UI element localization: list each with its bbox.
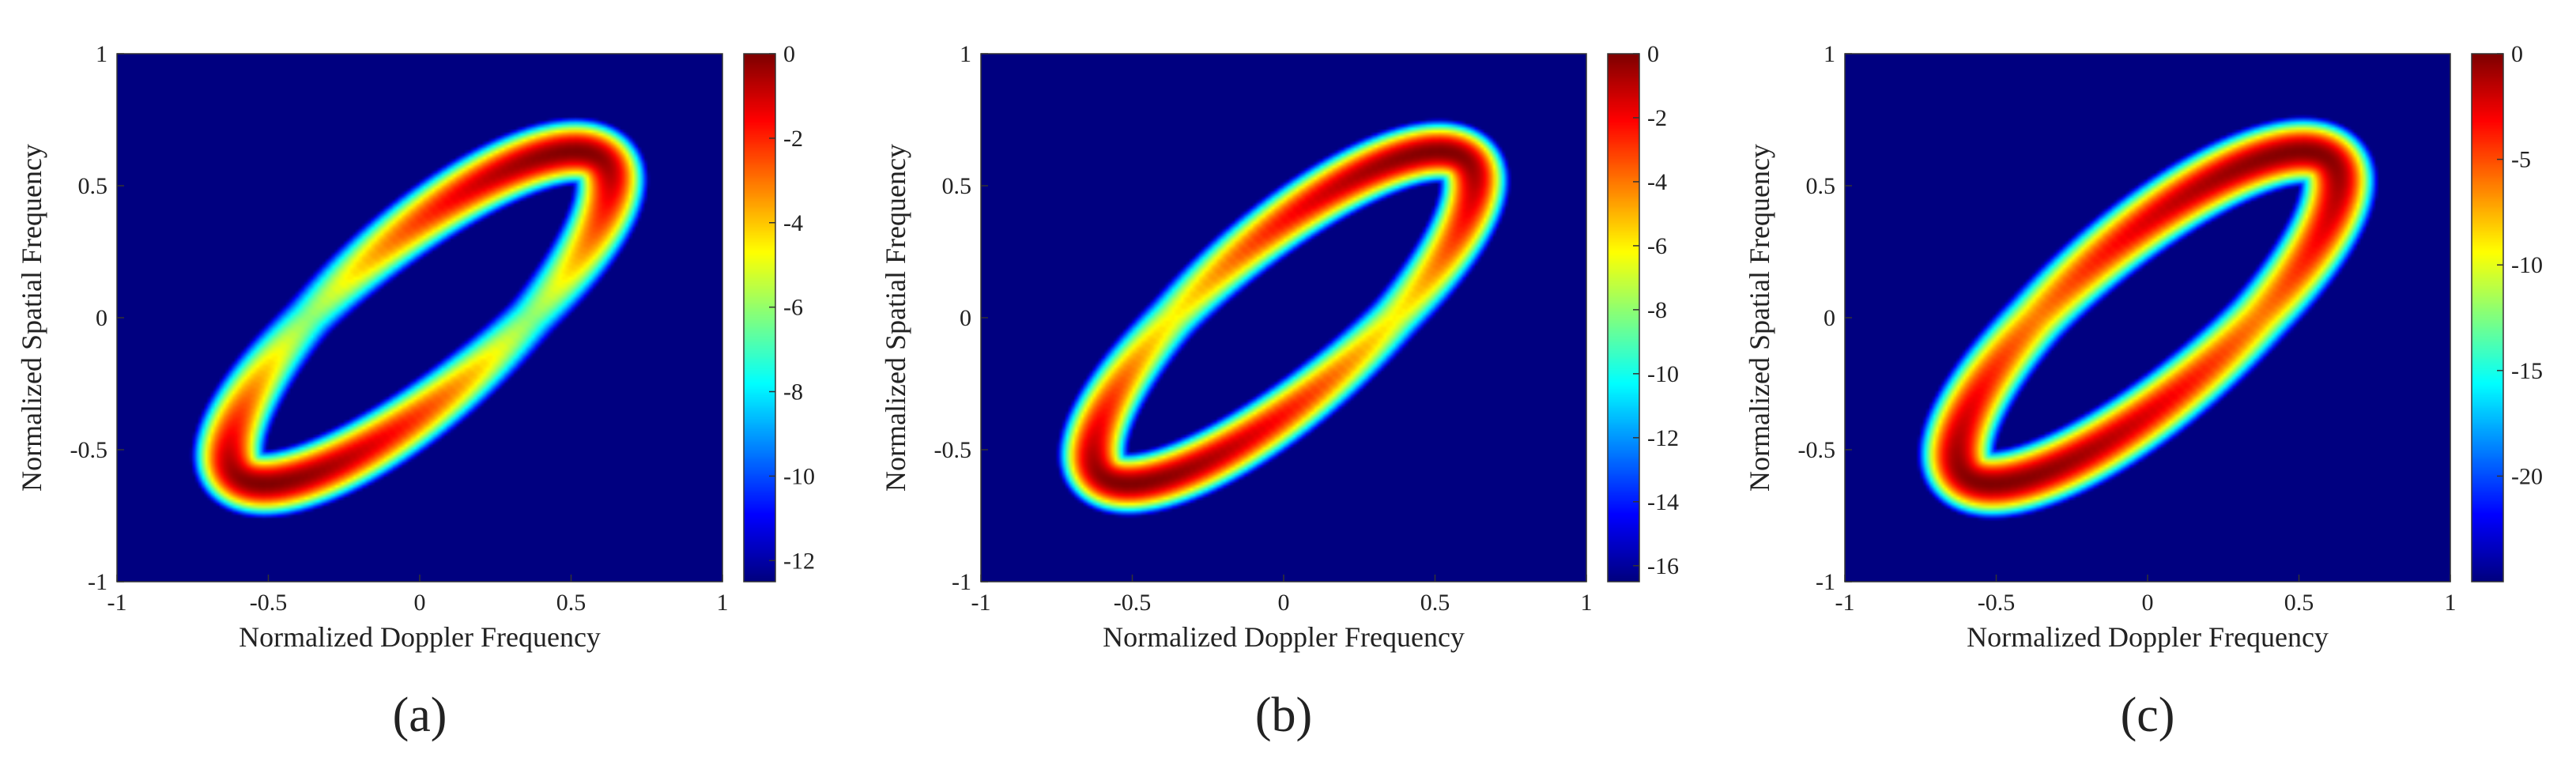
x-tick-label: 0 (414, 590, 426, 616)
chart-panel-1: -1 -0.5 0 0.5 1 -1 -0.5 0 0.5 1 Normalized Doppler… (16, 41, 815, 742)
colorbar-tick-label: -10 (783, 463, 815, 489)
colorbar-frame (1607, 53, 1640, 582)
x-tick-label: 0 (1278, 590, 1290, 616)
colorbar-tick-label: -8 (783, 379, 803, 405)
heatmap-image (117, 54, 722, 582)
x-axis-label: Normalized Doppler Frequency (1103, 621, 1465, 653)
colorbar-frame (743, 53, 776, 582)
y-axis-label: Normalized Spatial Frequency (1744, 144, 1775, 492)
colorbar-tick-label: -2 (1647, 105, 1667, 131)
x-tick-label: 1 (1581, 590, 1593, 616)
colorbar-tick-label: -4 (783, 210, 803, 236)
colorbar-tick-label: 0 (783, 41, 795, 67)
x-tick-label: -1 (971, 590, 991, 616)
y-tick-label: 0 (1824, 305, 1835, 331)
y-tick-label: 0 (960, 305, 971, 331)
colorbar-tick-label: -10 (1647, 361, 1679, 387)
y-tick-label: -0.5 (934, 437, 972, 463)
colorbar-tick-label: -14 (1647, 489, 1679, 515)
y-tick-label: -0.5 (70, 437, 108, 463)
colorbar-tick-label: -12 (1647, 425, 1679, 451)
x-tick-label: -0.5 (1978, 590, 2016, 616)
x-axis-label: Normalized Doppler Frequency (1967, 621, 2329, 653)
x-tick-label: -1 (107, 590, 127, 616)
x-tick-label: 0 (2142, 590, 2154, 616)
colorbar-tick-label: -20 (2511, 463, 2543, 489)
y-tick-label: -1 (1816, 569, 1835, 595)
colorbar-frame (2471, 53, 2504, 582)
colorbar-tick-label: -10 (2511, 252, 2543, 278)
y-axis-label: Normalized Spatial Frequency (16, 144, 47, 492)
x-axis-label: Normalized Doppler Frequency (239, 621, 601, 653)
heatmap-image (1845, 54, 2450, 582)
colorbar-tick-label: -12 (783, 548, 815, 574)
x-tick-label: 0.5 (556, 590, 586, 616)
colorbar-tick-label: -8 (1647, 297, 1667, 323)
y-tick-label: 0 (96, 305, 107, 331)
x-tick-label: 1 (2445, 590, 2457, 616)
colorbar (744, 54, 775, 582)
colorbar-tick-label: -2 (783, 126, 803, 152)
panel-label: (a) (393, 688, 447, 742)
colorbar-tick-label: -6 (783, 295, 803, 321)
chart-panel-3: -1 -0.5 0 0.5 1 -1 -0.5 0 0.5 1 Normalized Doppler… (1744, 41, 2543, 742)
y-axis-label: Normalized Spatial Frequency (880, 144, 911, 492)
y-tick-label: -1 (952, 569, 971, 595)
y-tick-label: 0.5 (78, 173, 108, 199)
x-tick-label: 0.5 (1420, 590, 1450, 616)
colorbar-tick-label: -6 (1647, 233, 1667, 259)
chart-panel-2: -1 -0.5 0 0.5 1 -1 -0.5 0 0.5 1 Normalized Doppler… (880, 41, 1679, 742)
x-tick-label: -0.5 (250, 590, 288, 616)
y-tick-label: 0.5 (1806, 173, 1836, 199)
y-tick-label: -0.5 (1798, 437, 1836, 463)
x-tick-label: -1 (1835, 590, 1855, 616)
colorbar-tick-label: -4 (1647, 169, 1667, 195)
panel-label: (c) (2121, 688, 2175, 742)
heatmap-image (981, 54, 1586, 582)
y-tick-label: 1 (960, 41, 971, 67)
colorbar (1608, 54, 1639, 582)
colorbar-tick-label: -5 (2511, 147, 2531, 173)
x-tick-label: 0.5 (2284, 590, 2314, 616)
y-tick-label: -1 (88, 569, 107, 595)
colorbar-tick-label: 0 (1647, 41, 1659, 67)
y-tick-label: 0.5 (942, 173, 972, 199)
colorbar-tick-label: -16 (1647, 553, 1679, 579)
colorbar-tick-label: -15 (2511, 358, 2543, 384)
x-tick-label: 1 (717, 590, 729, 616)
colorbar (2472, 54, 2503, 582)
colorbar-tick-label: 0 (2511, 41, 2523, 67)
x-tick-label: -0.5 (1114, 590, 1152, 616)
y-tick-label: 1 (96, 41, 107, 67)
y-tick-label: 1 (1824, 41, 1835, 67)
panel-label: (b) (1255, 688, 1312, 742)
